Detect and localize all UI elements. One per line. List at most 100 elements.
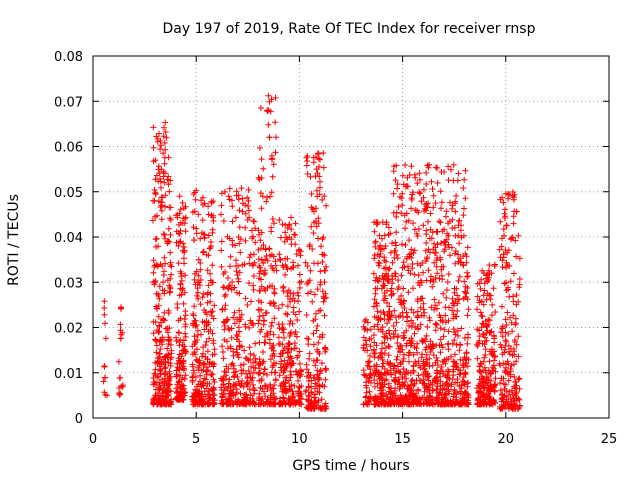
data-point bbox=[394, 255, 401, 262]
data-point bbox=[364, 401, 371, 408]
data-point bbox=[206, 361, 213, 368]
data-point bbox=[492, 261, 498, 268]
data-point bbox=[218, 390, 225, 397]
data-point bbox=[265, 121, 272, 128]
data-point bbox=[403, 342, 410, 349]
data-point bbox=[399, 374, 406, 381]
data-point bbox=[298, 278, 305, 285]
data-point bbox=[258, 245, 265, 252]
data-point bbox=[161, 365, 168, 372]
data-point bbox=[256, 377, 263, 384]
data-point bbox=[382, 264, 389, 271]
data-point bbox=[426, 392, 433, 399]
data-point bbox=[366, 336, 373, 343]
data-point bbox=[398, 342, 404, 349]
data-point bbox=[444, 279, 451, 285]
data-point bbox=[441, 246, 448, 253]
data-point bbox=[380, 372, 386, 379]
data-point bbox=[437, 325, 444, 332]
data-point bbox=[397, 193, 403, 200]
data-point bbox=[319, 331, 326, 338]
y-tick-label: 0.07 bbox=[54, 95, 83, 110]
data-point bbox=[363, 384, 370, 391]
data-point bbox=[161, 254, 168, 261]
data-point bbox=[423, 240, 430, 246]
data-point bbox=[235, 263, 242, 269]
data-point bbox=[478, 276, 485, 283]
data-point bbox=[152, 191, 159, 198]
data-point bbox=[425, 267, 432, 274]
data-point bbox=[226, 185, 233, 192]
data-point bbox=[382, 295, 389, 302]
data-point bbox=[403, 400, 410, 407]
data-point bbox=[180, 358, 187, 365]
data-point bbox=[157, 178, 164, 185]
data-point bbox=[244, 383, 251, 390]
data-point bbox=[372, 285, 379, 292]
data-point bbox=[457, 388, 464, 395]
data-point bbox=[445, 328, 452, 335]
data-point bbox=[464, 269, 471, 276]
data-point bbox=[297, 360, 303, 367]
x-axis-label: GPS time / hours bbox=[292, 458, 409, 474]
data-point bbox=[245, 207, 252, 214]
data-point bbox=[483, 296, 490, 303]
data-point bbox=[516, 375, 523, 382]
data-point bbox=[173, 385, 180, 392]
data-point bbox=[309, 246, 316, 252]
data-point bbox=[453, 285, 460, 292]
data-point bbox=[100, 378, 107, 385]
data-point bbox=[163, 352, 170, 359]
data-point bbox=[232, 214, 239, 221]
data-point bbox=[431, 259, 438, 266]
data-point bbox=[180, 337, 187, 344]
data-point bbox=[443, 356, 450, 363]
data-point bbox=[452, 250, 458, 257]
data-point bbox=[379, 219, 386, 226]
data-point bbox=[233, 332, 240, 338]
data-point bbox=[432, 321, 439, 328]
data-point bbox=[513, 358, 520, 365]
data-point bbox=[155, 293, 162, 299]
data-point bbox=[420, 300, 427, 307]
data-point bbox=[173, 395, 180, 402]
data-point bbox=[266, 245, 273, 252]
data-point bbox=[410, 351, 417, 358]
data-point bbox=[197, 378, 203, 385]
data-point bbox=[497, 218, 504, 225]
data-point bbox=[320, 294, 327, 301]
data-point bbox=[481, 394, 488, 401]
data-point bbox=[308, 223, 315, 230]
data-point bbox=[255, 320, 262, 327]
data-point bbox=[156, 283, 163, 290]
data-point bbox=[266, 134, 273, 141]
data-point bbox=[312, 362, 319, 369]
data-point bbox=[416, 400, 423, 407]
data-point bbox=[150, 399, 157, 406]
data-point bbox=[477, 309, 484, 316]
data-point bbox=[209, 330, 216, 337]
data-point bbox=[304, 263, 311, 270]
data-point bbox=[267, 193, 273, 200]
data-point bbox=[389, 259, 396, 266]
data-point bbox=[247, 350, 254, 357]
data-point bbox=[208, 243, 215, 250]
data-point bbox=[388, 312, 395, 319]
data-point bbox=[489, 401, 496, 408]
data-point bbox=[152, 236, 159, 243]
data-point bbox=[397, 343, 403, 350]
data-point bbox=[402, 370, 409, 377]
data-point bbox=[373, 363, 380, 370]
data-point bbox=[250, 322, 257, 328]
data-point bbox=[451, 224, 458, 231]
data-point bbox=[278, 360, 284, 367]
data-point bbox=[383, 376, 390, 383]
data-point bbox=[178, 396, 185, 403]
data-point bbox=[372, 290, 379, 297]
data-point bbox=[156, 379, 163, 386]
data-point bbox=[220, 270, 227, 277]
data-point bbox=[157, 336, 164, 343]
data-point bbox=[305, 392, 312, 399]
data-point bbox=[465, 273, 471, 280]
data-point bbox=[272, 94, 279, 101]
